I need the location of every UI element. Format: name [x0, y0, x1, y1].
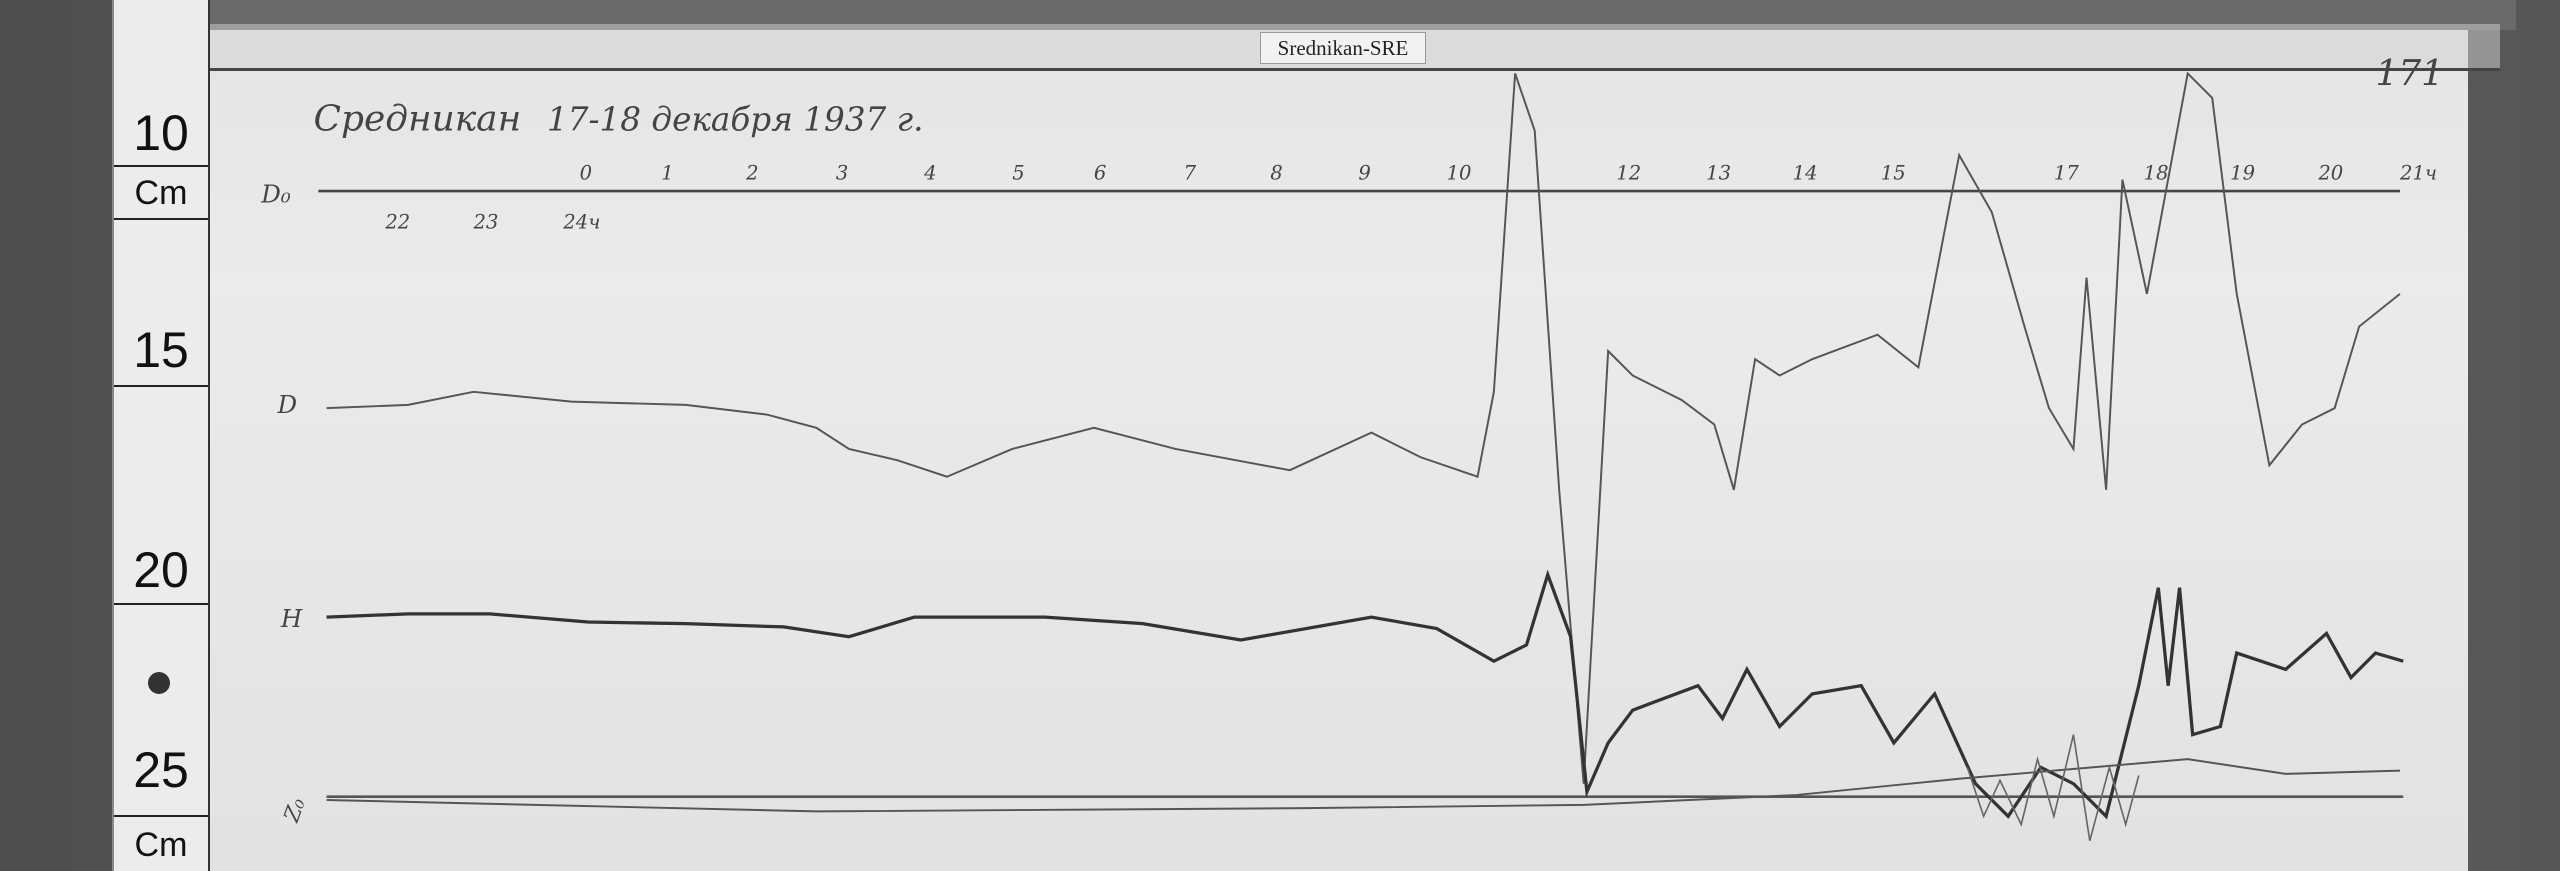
trace-label-d: D — [277, 390, 298, 419]
hour-label: 13 — [1706, 162, 1731, 185]
ruler-tick — [114, 218, 208, 220]
magnetogram-sheet — [206, 30, 2468, 871]
hour-label: 7 — [1184, 162, 1197, 185]
hour-label: 10 — [1447, 162, 1472, 185]
scale-ruler: 10 Cm 15 20 25 Cm — [112, 0, 210, 871]
ruler-tick — [114, 165, 208, 167]
ruler-mark-20: 20 — [133, 542, 189, 598]
hour-label: 17 — [2054, 162, 2079, 185]
hour-label: 4 — [923, 162, 936, 185]
ruler-unit-bottom: Cm — [134, 826, 188, 864]
hour-label-prev-day: 22 — [384, 211, 410, 234]
hour-label: 12 — [1616, 162, 1641, 185]
hour-label: 21ч — [2399, 162, 2437, 185]
hour-label: 8 — [1270, 162, 1282, 185]
trace-z — [326, 758, 2401, 813]
sheet-title: Средникан — [313, 99, 521, 140]
hour-label: 14 — [1793, 162, 1818, 185]
hour-label-prev-day: 23 — [472, 211, 498, 234]
hour-label: 0 — [580, 162, 592, 185]
hour-label: 3 — [836, 162, 848, 185]
ruler-tick — [114, 815, 208, 817]
trace-label-z: Z₀ — [279, 794, 311, 826]
hour-label: 15 — [1881, 162, 1906, 185]
trace-h — [326, 569, 2404, 820]
ruler-unit: Cm — [134, 174, 188, 212]
hour-label: 5 — [1012, 162, 1024, 185]
station-label: Srednikan-SRE — [1260, 32, 1426, 64]
trace-label-h: H — [280, 604, 303, 633]
hour-label: 1 — [661, 162, 673, 185]
ruler-tick — [114, 385, 208, 387]
ruler-tick — [114, 603, 208, 605]
sheet-number: 171 — [2375, 53, 2444, 94]
hour-label: 9 — [1358, 162, 1370, 185]
hour-label-prev-day: 24ч — [562, 211, 600, 234]
sheet-date: 17-18 декабря 1937 г. — [547, 101, 924, 139]
hour-label: 18 — [2144, 162, 2169, 185]
ruler-mark-15: 15 — [133, 322, 189, 378]
ruler-pin — [148, 672, 170, 694]
trace-d — [326, 71, 2401, 784]
hour-label: 2 — [745, 162, 758, 185]
hour-label: 6 — [1094, 162, 1106, 185]
hour-label: 19 — [2230, 162, 2255, 185]
baseline-label: D₀ — [260, 179, 291, 208]
hour-label: 20 — [2317, 162, 2343, 185]
ruler-mark-10: 10 — [133, 105, 189, 161]
trace-z-disturbance — [1966, 734, 2140, 842]
ruler-mark-25: 25 — [133, 742, 189, 798]
